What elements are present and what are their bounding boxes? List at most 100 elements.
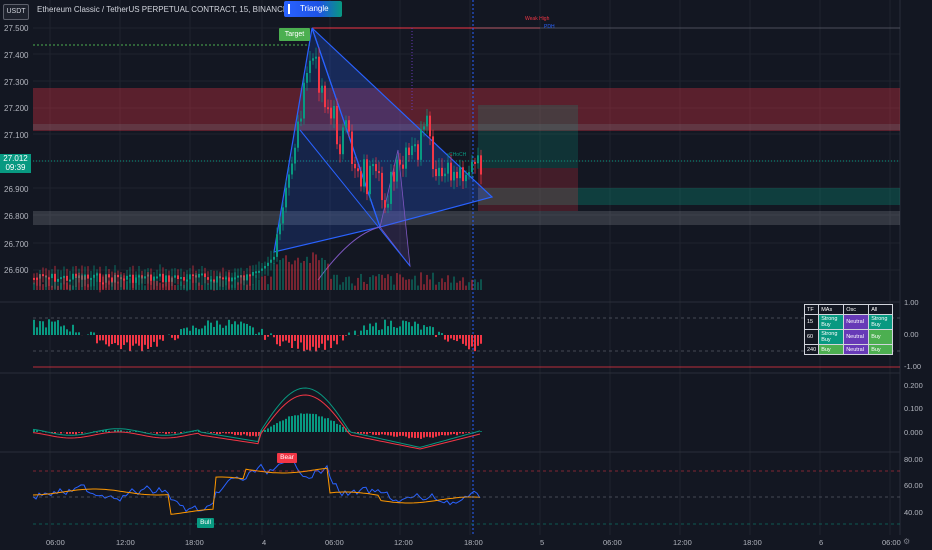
table-cell-mas: Strong Buy [818, 314, 845, 330]
demand-zone-green[interactable] [478, 188, 900, 205]
osc-bar [63, 325, 65, 335]
macd-bar [180, 432, 182, 434]
osc-bar [87, 334, 89, 335]
table-cell-tf: 240 [803, 344, 820, 355]
current-price-tag[interactable]: 27.012 09:39 [0, 154, 31, 173]
candle [279, 223, 281, 235]
macd-bar [306, 413, 308, 432]
candle [342, 127, 344, 155]
volume-bar [273, 263, 275, 290]
volume-bar [228, 272, 230, 290]
rsi-ma-line [32, 467, 481, 515]
volume-bar [162, 283, 164, 290]
candle [333, 106, 335, 119]
osc-bar [270, 333, 272, 335]
macd-bar [309, 413, 311, 432]
osc-bar [243, 323, 245, 335]
candle [42, 274, 44, 277]
price-label: 27.100 [4, 131, 29, 140]
osc-bar [198, 329, 200, 335]
volume-bar [348, 276, 350, 290]
time-label: 12:00 [116, 538, 135, 547]
candle [468, 172, 470, 175]
demand-zone[interactable] [33, 211, 900, 225]
candle [306, 72, 308, 83]
macd-bar [282, 420, 284, 432]
candle [315, 56, 317, 59]
osc-axis-label: 0.000 [904, 428, 923, 437]
osc-bar [258, 332, 260, 335]
volume-bar [252, 284, 254, 290]
pdh-label: PDH [544, 24, 555, 30]
candle [87, 274, 89, 279]
osc-bar [51, 321, 53, 335]
trend-line[interactable] [299, 129, 411, 267]
candle [360, 171, 362, 187]
osc-bar [462, 335, 464, 344]
supply-zone[interactable] [33, 88, 900, 131]
osc-bar [330, 335, 332, 348]
osc-bar [36, 327, 38, 335]
macd-bar [321, 416, 323, 432]
supply-zone-mid [33, 124, 900, 130]
candle [234, 277, 236, 280]
macd-bar [324, 418, 326, 432]
osc-bar [393, 327, 395, 335]
volume-bar [57, 285, 59, 290]
candle [399, 159, 401, 165]
target-label[interactable]: Target [279, 28, 310, 41]
currency-badge[interactable]: USDT [3, 4, 29, 20]
osc-bar [441, 333, 443, 335]
candle [180, 277, 182, 280]
macd-bar [60, 432, 62, 434]
position-profit[interactable] [478, 105, 578, 168]
candle [246, 274, 248, 281]
osc-bar [384, 319, 386, 335]
candle [225, 277, 227, 280]
pattern-button[interactable]: Triangle [284, 1, 342, 17]
candle [129, 274, 131, 277]
osc-bar [387, 326, 389, 335]
osc-bar [60, 326, 62, 335]
macd-bar [171, 432, 173, 433]
candle [96, 273, 98, 276]
osc-bar [366, 329, 368, 335]
macd-bar [465, 432, 467, 433]
bar-icon [288, 4, 290, 14]
candle [357, 168, 359, 172]
volume-bar [114, 272, 116, 290]
volume-bar [393, 284, 395, 290]
volume-bar [219, 273, 221, 290]
volume-bar [90, 278, 92, 290]
candle [255, 271, 257, 274]
gear-icon[interactable]: ⚙ [903, 537, 911, 546]
volume-bar [288, 261, 290, 290]
macd-line [32, 387, 481, 448]
candle [303, 82, 305, 119]
osc-bar [363, 325, 365, 335]
osc-bar [267, 335, 269, 337]
osc-bar [171, 335, 173, 338]
time-label: 12:00 [673, 538, 692, 547]
candle [414, 144, 416, 147]
osc-bar [324, 335, 326, 350]
volume-bar [207, 283, 209, 290]
osc-bar [120, 335, 122, 350]
symbol-title[interactable]: Ethereum Classic / TetherUS PERPETUAL CO… [37, 5, 289, 14]
candle [453, 171, 455, 181]
current-price: 27.012 [3, 154, 28, 163]
candle [324, 85, 326, 108]
macd-bar [348, 430, 350, 432]
macd-bar [102, 430, 104, 432]
position-loss[interactable] [478, 168, 578, 211]
macd-bar [210, 432, 212, 434]
osc-bar [216, 320, 218, 335]
macd-bar [108, 431, 110, 432]
macd-bar [96, 432, 98, 433]
volume-bar [270, 276, 272, 290]
volume-bar [240, 274, 242, 290]
volume-bar [231, 284, 233, 290]
macd-bar [213, 432, 215, 433]
candle [405, 147, 407, 169]
